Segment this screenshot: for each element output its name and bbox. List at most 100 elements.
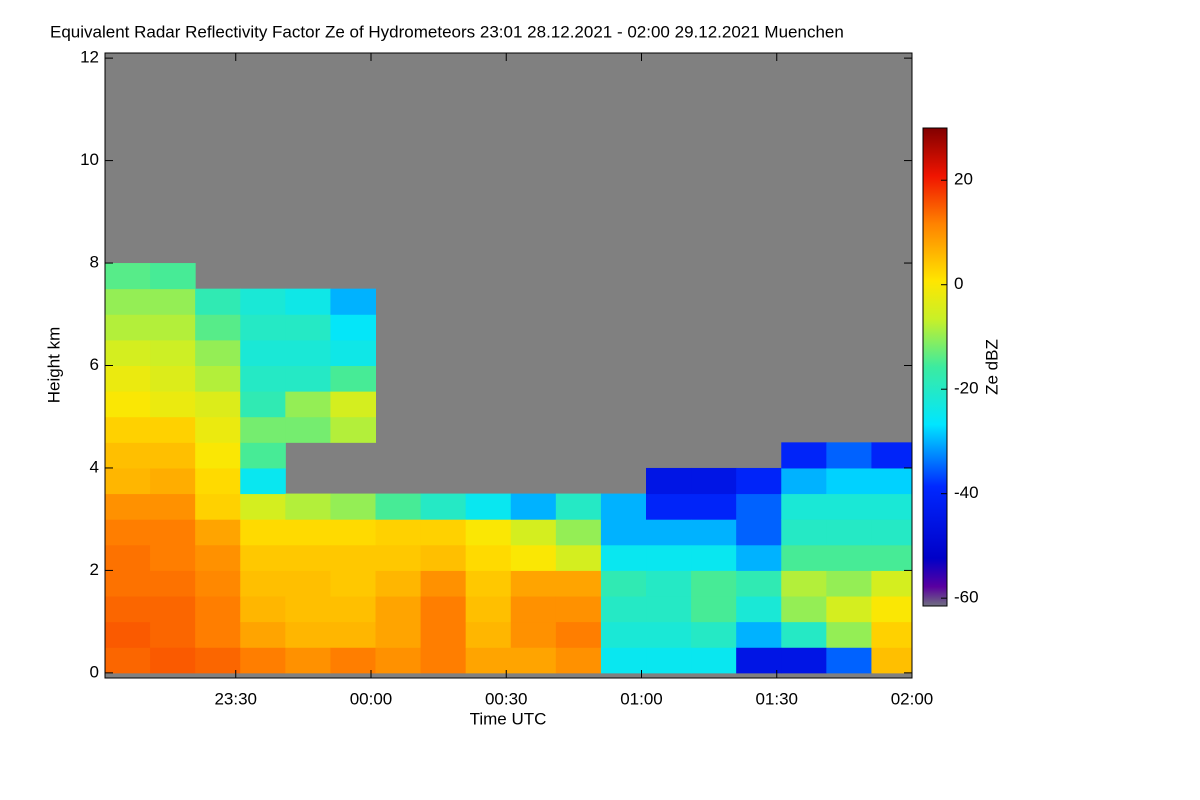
heatmap-cell (105, 493, 151, 520)
heatmap-cell (105, 339, 151, 366)
heatmap-cell (871, 647, 912, 674)
heatmap-cell (510, 570, 557, 597)
heatmap-cell (420, 596, 467, 623)
heatmap-cell (646, 467, 692, 495)
heatmap-cell (285, 314, 331, 341)
colorbar-tick-label: -40 (954, 483, 979, 502)
heatmap-cell (420, 519, 467, 546)
y-tick-label: 12 (80, 48, 99, 67)
heatmap-cell (150, 621, 196, 648)
heatmap-cell (240, 544, 286, 571)
heatmap-cell (240, 288, 286, 315)
heatmap-cell (285, 647, 331, 674)
heatmap-cell (781, 519, 827, 546)
heatmap-cell (826, 570, 872, 597)
heatmap-cell (150, 570, 196, 597)
heatmap-cell (195, 365, 241, 392)
heatmap-cell (691, 647, 737, 674)
heatmap-cell (330, 416, 377, 443)
heatmap-cell (781, 544, 827, 571)
heatmap-cell (736, 621, 782, 648)
heatmap-cell (555, 621, 602, 648)
heatmap-cell (330, 391, 377, 418)
heatmap-cell (105, 544, 151, 571)
heatmap-cell (781, 621, 827, 648)
heatmap-cell (420, 493, 467, 520)
heatmap-cell (285, 365, 331, 392)
heatmap-cell (465, 544, 512, 571)
heatmap-cell (105, 391, 151, 418)
heatmap-cell (736, 647, 782, 674)
heatmap-cell (600, 647, 647, 674)
heatmap-cell (465, 519, 512, 546)
heatmap-cell (150, 596, 196, 623)
heatmap-cell (871, 570, 912, 597)
heatmap-cell (330, 365, 377, 392)
heatmap-cell (375, 519, 422, 546)
y-tick-label: 4 (90, 457, 99, 476)
heatmap-cell (105, 519, 151, 546)
heatmap-cell (510, 493, 557, 520)
heatmap-cell (736, 570, 782, 597)
heatmap-cell (510, 647, 557, 674)
colorbar-tick-label: -20 (954, 379, 979, 398)
heatmap-cell (646, 570, 692, 597)
heatmap-cell (240, 621, 286, 648)
heatmap-cell (600, 570, 647, 597)
heatmap-cell (736, 467, 782, 495)
x-tick-label: 01:00 (620, 689, 663, 708)
heatmap-cell (240, 596, 286, 623)
heatmap-cell (555, 544, 602, 571)
heatmap-cell (781, 467, 827, 495)
heatmap-cell (781, 596, 827, 623)
heatmap-cell (240, 416, 286, 443)
heatmap-cell (285, 416, 331, 443)
y-axis-label: Height km (44, 327, 63, 404)
heatmap-cell (555, 570, 602, 597)
heatmap-cell (330, 596, 377, 623)
heatmap-cell (150, 493, 196, 520)
x-axis-label: Time UTC (470, 709, 547, 728)
heatmap-cell (781, 442, 827, 469)
heatmap-cell (781, 570, 827, 597)
heatmap-cell (555, 647, 602, 674)
heatmap-cell (646, 621, 692, 648)
heatmap-cell (600, 519, 647, 546)
heatmap-cell (105, 416, 151, 443)
heatmap-cell (330, 570, 377, 597)
heatmap-cell (195, 314, 241, 341)
heatmap-cell (195, 519, 241, 546)
heatmap-cell (736, 596, 782, 623)
heatmap-cell (195, 391, 241, 418)
heatmap-cell (375, 596, 422, 623)
heatmap-cell (600, 596, 647, 623)
heatmap-cell (510, 544, 557, 571)
heatmap-cell (330, 339, 377, 366)
heatmap-cell (646, 596, 692, 623)
heatmap-cell (600, 621, 647, 648)
heatmap-cell (826, 647, 872, 674)
heatmap-cell (330, 621, 377, 648)
heatmap-cell (240, 493, 286, 520)
y-tick-label: 6 (90, 355, 99, 374)
colorbar-tick-label: 20 (954, 170, 973, 189)
heatmap-cell (826, 467, 872, 495)
heatmap-cell (240, 467, 286, 495)
heatmap-cell (240, 647, 286, 674)
heatmap-cell (510, 621, 557, 648)
heatmap-cell (646, 647, 692, 674)
heatmap-cell (195, 596, 241, 623)
heatmap-cell (150, 416, 196, 443)
heatmap-cell (150, 391, 196, 418)
x-tick-label: 02:00 (891, 689, 934, 708)
heatmap-cell (285, 621, 331, 648)
heatmap-cell (150, 544, 196, 571)
heatmap-cell (330, 493, 377, 520)
heatmap-cell (105, 596, 151, 623)
heatmap-cell (105, 288, 151, 315)
heatmap-cell (285, 570, 331, 597)
heatmap-cell (646, 544, 692, 571)
heatmap-cell (195, 647, 241, 674)
heatmap-cell (691, 570, 737, 597)
y-tick-label: 10 (80, 150, 99, 169)
